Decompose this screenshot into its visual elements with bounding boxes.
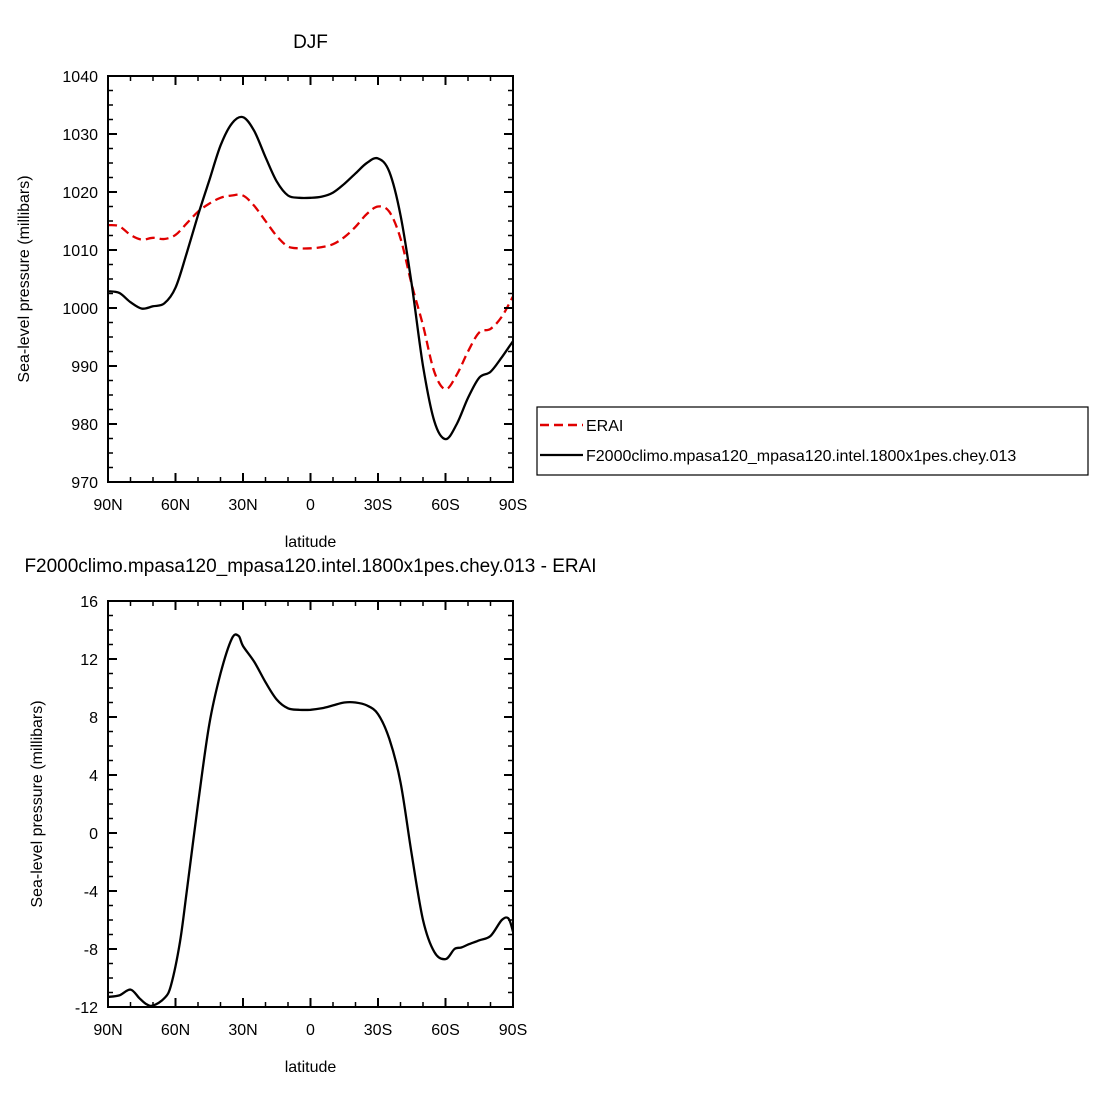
top-chart-x-tick-labels: 90N 60N 30N 0 30S 60S 90S <box>93 497 527 514</box>
top-series-line-model <box>108 115 513 441</box>
top-y-tick-label: 970 <box>71 475 98 492</box>
top-y-tick-label: 1040 <box>62 69 98 86</box>
top-x-tick-label: 0 <box>306 497 315 514</box>
bottom-x-tick-label: 30S <box>364 1022 392 1039</box>
bottom-chart-ticks <box>107 600 514 1008</box>
top-chart-legend: ERAI F2000climo.mpasa120_mpasa120.intel.… <box>536 406 1089 476</box>
bottom-chart-plot-frame <box>107 600 514 1008</box>
top-y-tick-label: 1010 <box>62 243 98 260</box>
top-series-line-erai <box>108 193 513 391</box>
top-x-tick-label: 30N <box>228 497 257 514</box>
bottom-y-tick-label: 16 <box>80 594 98 611</box>
bottom-y-tick-label: -4 <box>84 884 98 901</box>
top-x-tick-label: 90N <box>93 497 122 514</box>
bottom-chart: F2000climo.mpasa120_mpasa120.intel.1800x… <box>24 556 596 1076</box>
bottom-chart-x-tick-labels: 90N 60N 30N 0 30S 60S 90S <box>93 1022 527 1039</box>
bottom-y-tick-label: -12 <box>75 1000 98 1017</box>
bottom-chart-y-axis-label: Sea-level pressure (millibars) <box>29 700 46 907</box>
bottom-series-line-model <box>108 633 513 1007</box>
top-chart-plot-frame <box>107 75 514 483</box>
bottom-chart-y-tick-labels: -12 -8 -4 0 4 8 12 16 <box>75 594 98 1017</box>
top-y-tick-label: 1020 <box>62 185 98 202</box>
bottom-x-tick-label: 90S <box>499 1022 527 1039</box>
top-chart-x-axis-label: latitude <box>285 534 337 551</box>
bottom-chart-x-axis-label: latitude <box>285 1059 337 1076</box>
bottom-x-tick-label: 90N <box>93 1022 122 1039</box>
bottom-y-tick-label: 8 <box>89 710 98 727</box>
bottom-x-tick-label: 30N <box>228 1022 257 1039</box>
bottom-x-tick-label: 60S <box>431 1022 459 1039</box>
bottom-x-tick-label: 0 <box>306 1022 315 1039</box>
top-chart-y-tick-labels: 970 980 990 1000 1010 1020 1030 1040 <box>62 69 98 492</box>
top-chart-series-group <box>108 115 513 441</box>
top-chart: DJF 970 980 990 1000 1010 1020 1030 1040 90N 60N… <box>16 32 527 551</box>
top-x-tick-label: 60S <box>431 497 459 514</box>
bottom-y-tick-label: 4 <box>89 768 98 785</box>
top-y-tick-label: 990 <box>71 359 98 376</box>
bottom-y-tick-label: 0 <box>89 826 98 843</box>
top-chart-y-axis-label: Sea-level pressure (millibars) <box>16 175 33 382</box>
top-chart-title: DJF <box>293 32 328 53</box>
bottom-x-tick-label: 60N <box>161 1022 190 1039</box>
legend-label-erai: ERAI <box>586 418 623 435</box>
top-y-tick-label: 1030 <box>62 127 98 144</box>
bottom-chart-series-group <box>108 633 513 1007</box>
top-x-tick-label: 60N <box>161 497 190 514</box>
top-chart-ticks <box>107 75 514 483</box>
top-y-tick-label: 980 <box>71 417 98 434</box>
top-y-tick-label: 1000 <box>62 301 98 318</box>
top-x-tick-label: 90S <box>499 497 527 514</box>
top-x-tick-label: 30S <box>364 497 392 514</box>
bottom-y-tick-label: 12 <box>80 652 98 669</box>
legend-label-model: F2000climo.mpasa120_mpasa120.intel.1800x… <box>586 448 1016 465</box>
bottom-chart-title: F2000climo.mpasa120_mpasa120.intel.1800x… <box>24 556 596 577</box>
bottom-y-tick-label: -8 <box>84 942 98 959</box>
legend-box <box>536 406 1089 476</box>
